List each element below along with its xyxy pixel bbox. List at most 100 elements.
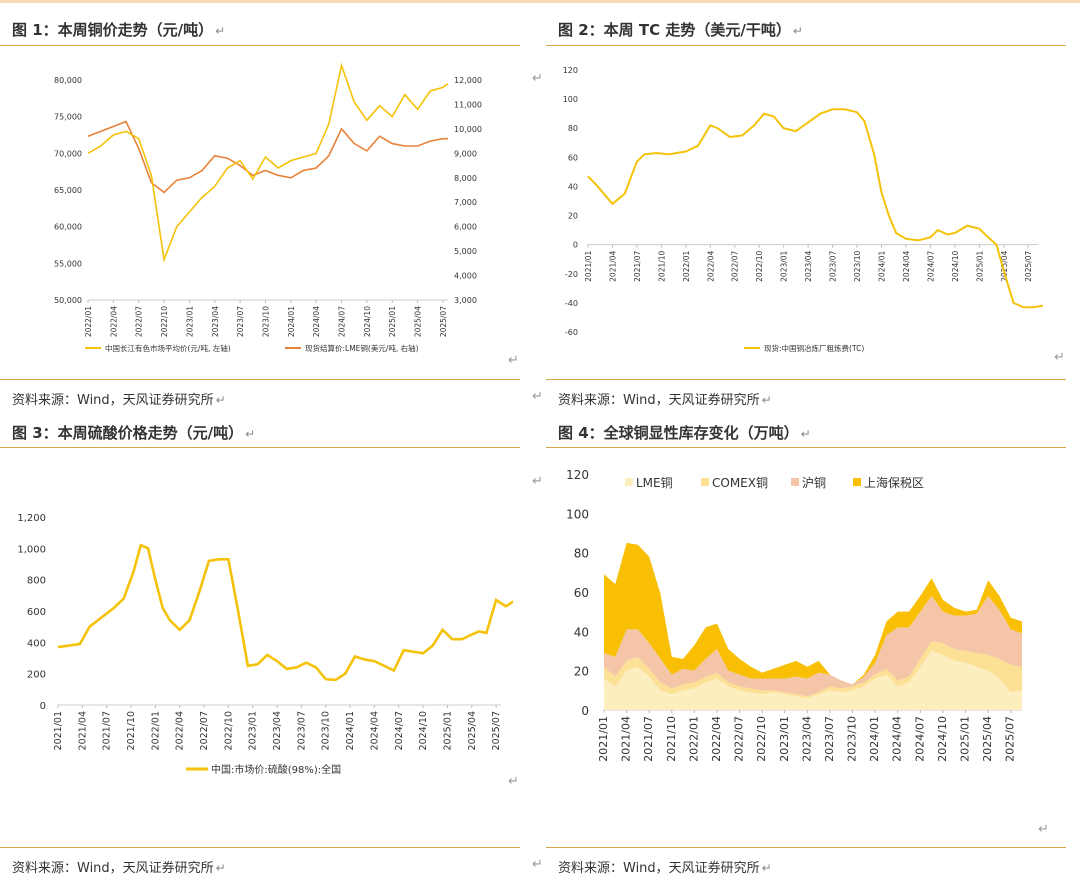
x-tick-label: 2025/04 — [467, 711, 478, 750]
y-right-tick-label: 9,000 — [454, 149, 477, 158]
legend-swatch — [791, 478, 799, 486]
x-tick-label: 2022/01 — [150, 711, 161, 750]
paragraph-mark: ↵ — [532, 389, 543, 404]
x-tick-label: 2024/04 — [312, 306, 321, 337]
x-tick-label: 2023/07 — [236, 306, 245, 337]
x-tick-label: 2023/07 — [296, 711, 307, 750]
y-right-tick-label: 5,000 — [454, 247, 477, 256]
x-tick-label: 2023/10 — [261, 306, 270, 337]
paragraph-mark: ↵ — [508, 353, 519, 368]
x-tick-label: 2023/04 — [272, 711, 283, 750]
y-tick-label: 80 — [574, 547, 589, 561]
chart-3-title: 图 3：本周硫酸价格走势（元/吨） ↵ — [12, 424, 256, 442]
paragraph-mark: ↵ — [508, 774, 519, 789]
x-tick-label: 2024/01 — [287, 306, 296, 337]
x-tick-label: 2022/04 — [706, 250, 715, 281]
y-right-tick-label: 8,000 — [454, 174, 477, 183]
x-tick-label: 2022/07 — [733, 716, 746, 762]
x-tick-label: 2021/07 — [633, 250, 642, 281]
y-tick-label: 100 — [563, 95, 578, 104]
x-tick-label: 2021/10 — [126, 711, 137, 750]
legend-label: 中国长江有色市场平均价(元/吨, 左轴) — [105, 343, 231, 353]
x-tick-label: 2022/07 — [199, 711, 210, 750]
x-tick-label: 2023/10 — [846, 716, 859, 762]
x-tick-label: 2023/07 — [823, 716, 836, 762]
y-left-tick-label: 80,000 — [54, 76, 82, 85]
x-tick-label: 2025/07 — [439, 306, 448, 337]
x-tick-label: 2022/04 — [175, 711, 186, 750]
x-tick-label: 2023/10 — [853, 250, 862, 281]
y-tick-label: 40 — [568, 182, 578, 191]
x-tick-label: 2025/01 — [975, 250, 984, 281]
x-tick-label: 2022/04 — [710, 716, 723, 762]
series-line — [87, 62, 449, 263]
x-tick-label: 2021/01 — [53, 711, 64, 750]
x-tick-label: 2021/01 — [584, 250, 593, 281]
x-tick-label: 2024/07 — [338, 306, 347, 337]
chart-2-tc: 120 100 80 60 40 20 0 -20 -40 -60 2021/01 2021/04 20… — [563, 66, 1044, 353]
paragraph-mark: ↵ — [1054, 350, 1065, 365]
x-tick-label: 2025/04 — [981, 716, 994, 762]
x-tick-label: 2022/04 — [109, 306, 118, 337]
y-tick-label: 120 — [563, 66, 578, 75]
x-tick-label: 2024/10 — [363, 306, 372, 337]
x-tick-label: 2023/01 — [185, 306, 194, 337]
x-tick-label: 2022/10 — [223, 711, 234, 750]
x-tick-label: 2022/07 — [731, 250, 740, 281]
x-tick-label: 2021/04 — [620, 716, 633, 762]
x-tick-label: 2024/04 — [902, 250, 911, 281]
y-tick-label: 60 — [574, 586, 589, 600]
x-tick-label: 2023/07 — [829, 250, 838, 281]
series-line — [57, 543, 513, 682]
series-area — [604, 595, 1022, 697]
chart-4-title-rule — [546, 447, 1066, 448]
series-line — [587, 108, 1044, 309]
paragraph-mark: ↵ — [532, 474, 543, 489]
legend-label: 中国:市场价:硫酸(98%):全国 — [211, 763, 341, 776]
y-tick-label: 0 — [40, 701, 46, 712]
paragraph-mark: ↵ — [532, 857, 543, 872]
x-tick-label: 2023/04 — [804, 250, 813, 281]
y-left-tick-label: 65,000 — [54, 186, 82, 195]
legend-swatch — [625, 478, 633, 486]
y-right-tick-label: 7,000 — [454, 198, 477, 207]
x-tick-label: 2021/07 — [642, 716, 655, 762]
x-tick-label: 2021/01 — [597, 716, 610, 762]
x-tick-label: 2025/07 — [491, 711, 502, 750]
x-tick-label: 2022/01 — [687, 716, 700, 762]
y-tick-label: 200 — [27, 670, 46, 681]
chart-1-source: 资料来源：Wind，天风证券研究所 ↵ — [12, 393, 226, 408]
legend-label: LME铜 — [636, 475, 673, 490]
paragraph-mark: ↵ — [532, 71, 543, 86]
x-tick-label: 2024/04 — [891, 716, 904, 762]
x-tick-label: 2022/10 — [160, 306, 169, 337]
y-right-tick-label: 10,000 — [454, 125, 482, 134]
y-tick-label: -60 — [565, 328, 578, 337]
y-right-tick-label: 11,000 — [454, 100, 482, 109]
legend-swatch — [853, 478, 861, 486]
y-tick-label: 1,200 — [17, 513, 46, 524]
x-tick-label: 2025/01 — [959, 716, 972, 762]
chart-1-title: 图 1：本周铜价走势（元/吨） ↵ — [12, 21, 226, 39]
y-left-tick-label: 50,000 — [54, 296, 82, 305]
x-tick-label: 2021/10 — [657, 250, 666, 281]
series-area — [604, 542, 1022, 685]
x-tick-label: 2021/10 — [665, 716, 678, 762]
chart-3-source: 资料来源：Wind，天风证券研究所 ↵ — [12, 861, 226, 876]
y-right-tick-label: 3,000 — [454, 296, 477, 305]
legend-label: 上海保税区 — [864, 475, 924, 490]
series-line — [87, 120, 448, 194]
chart-2-title-rule — [546, 45, 1066, 46]
y-right-tick-label: 4,000 — [454, 272, 477, 281]
y-left-tick-label: 60,000 — [54, 223, 82, 232]
x-tick-label: 2023/01 — [780, 250, 789, 281]
y-tick-label: 0 — [581, 704, 589, 718]
x-tick-label: 2023/01 — [778, 716, 791, 762]
x-tick-label: 2024/01 — [345, 711, 356, 750]
y-tick-label: -20 — [565, 270, 578, 279]
chart-3-sulfuric-acid: 0 200 400 600 800 1,000 1,200 2021/01 2021/04 202… — [17, 513, 513, 776]
y-tick-label: 400 — [27, 638, 46, 649]
legend-label: 现货:中国铜冶炼厂粗炼费(TC) — [764, 343, 864, 353]
x-tick-label: 2023/01 — [248, 711, 259, 750]
y-left-tick-label: 75,000 — [54, 113, 82, 122]
